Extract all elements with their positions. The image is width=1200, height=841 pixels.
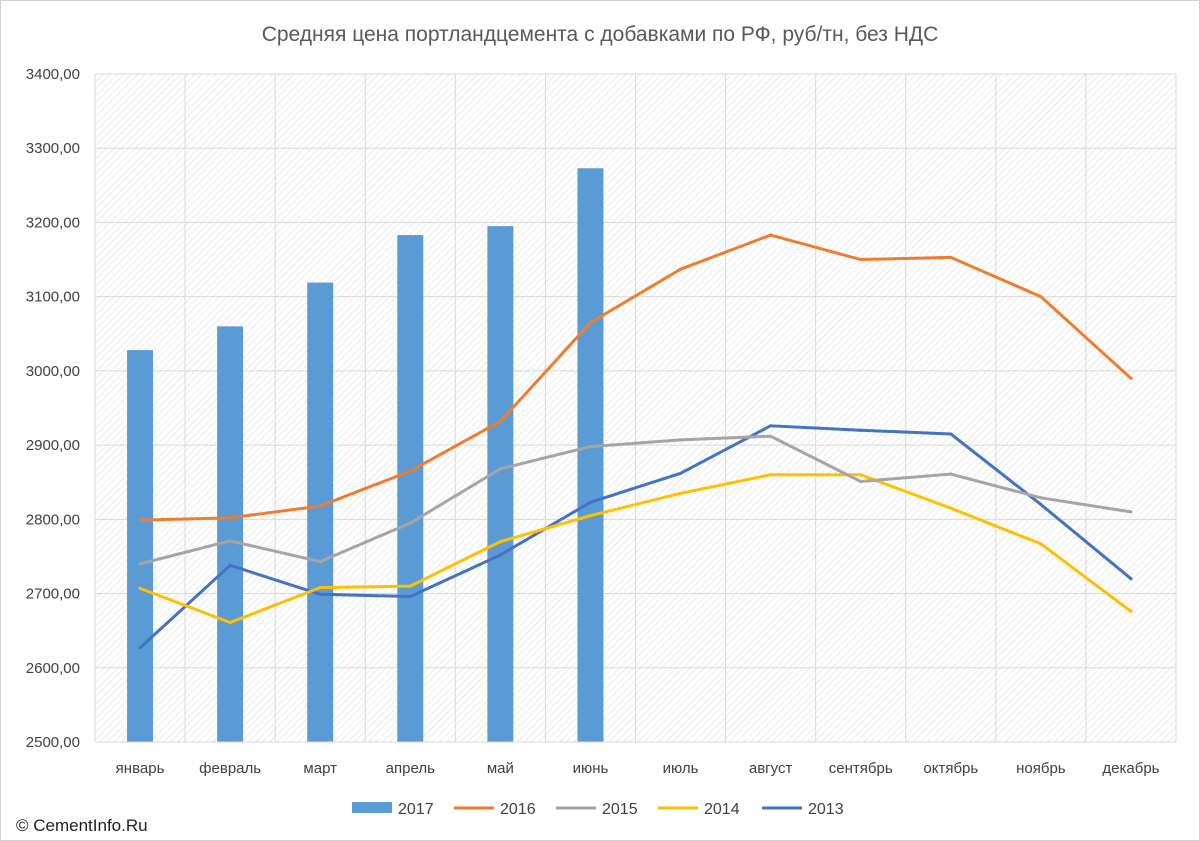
line-segment-2015-июль <box>588 438 683 449</box>
bar-series-layer <box>127 168 604 743</box>
line-segment-2016-август <box>679 233 773 271</box>
line-segment-2014-декабрь <box>1039 542 1133 613</box>
x-tick-label: январь <box>116 760 165 777</box>
line-segment-2013-сентябрь <box>769 424 863 432</box>
y-tick-label: 3300,00 <box>26 140 80 157</box>
bar-2017-май <box>487 226 514 743</box>
y-tick-label: 2700,00 <box>26 586 80 603</box>
line-segment-2014-июль <box>588 491 683 518</box>
line-segment-2013-декабрь <box>1039 502 1133 581</box>
legend-swatch <box>352 802 392 813</box>
line-segment-2015-ноябрь <box>949 472 1043 500</box>
x-tick-label: июнь <box>573 760 609 777</box>
line-point-2016-декабрь <box>1129 376 1133 380</box>
x-tick-label: ноябрь <box>1016 760 1066 777</box>
line-segment-2013-июль <box>588 471 683 504</box>
line-segment-2013-октябрь <box>859 428 953 436</box>
x-tick-label: апрель <box>386 760 435 777</box>
line-point-2014-декабрь <box>1129 609 1133 613</box>
y-tick-label: 3200,00 <box>26 214 80 231</box>
line-segment-2015-июнь <box>498 445 592 471</box>
line-segment-2014-апрель <box>318 584 412 590</box>
line-segment-2016-май <box>408 419 502 473</box>
chart-title: Средняя цена портландцемента с добавками… <box>262 23 939 46</box>
line-segment-2013-март <box>228 563 322 596</box>
legend-item-2015: 2015 <box>556 801 638 818</box>
x-tick-label: август <box>749 760 793 777</box>
line-segment-2016-сентябрь <box>769 233 863 262</box>
line-series-2015 <box>138 434 1133 566</box>
bar-2017-июнь <box>577 168 604 743</box>
line-segment-2015-март <box>228 539 322 564</box>
y-tick-label: 2600,00 <box>26 660 80 677</box>
line-segment-2015-февраль <box>138 539 232 566</box>
line-segment-2014-март <box>228 586 322 625</box>
x-tick-label: сентябрь <box>829 760 893 777</box>
bar-2017-январь <box>127 350 154 742</box>
line-segment-2016-февраль <box>138 516 232 522</box>
y-tick-label: 2900,00 <box>26 437 80 454</box>
x-tick-label: февраль <box>199 760 261 777</box>
line-series-layer <box>138 233 1133 650</box>
legend-label: 2013 <box>808 801 844 818</box>
line-segment-2014-ноябрь <box>949 506 1043 546</box>
line-segment-2016-июль <box>588 267 683 325</box>
line-segment-2015-апрель <box>318 521 412 564</box>
line-segment-2016-март <box>228 504 322 520</box>
x-tick-label: март <box>303 760 337 777</box>
legend-item-2013: 2013 <box>762 801 844 818</box>
copyright-text: © CementInfo.Ru <box>16 816 148 835</box>
line-segment-2013-май <box>408 553 502 599</box>
x-tick-label: октябрь <box>923 760 978 777</box>
line-segment-2015-сентябрь <box>769 434 863 483</box>
line-segment-2016-октябрь <box>859 255 953 262</box>
legend-label: 2016 <box>500 801 536 818</box>
x-tick-label: июль <box>663 760 699 777</box>
line-segment-2016-декабрь <box>1039 295 1133 380</box>
y-tick-label: 2800,00 <box>26 511 80 528</box>
legend: 2017 2016 2015 2014 2013 <box>352 801 844 818</box>
grid-layer <box>94 73 1177 742</box>
legend-item-2014: 2014 <box>658 801 740 818</box>
line-segment-2014-февраль <box>138 586 232 625</box>
line-segment-2016-апрель <box>318 469 412 508</box>
line-series-2014 <box>138 473 1133 625</box>
legend-label: 2015 <box>602 801 638 818</box>
y-tick-label: 3000,00 <box>26 363 80 380</box>
line-segment-2014-май <box>408 540 502 588</box>
y-tick-label: 3100,00 <box>26 289 80 306</box>
line-point-2013-декабрь <box>1129 577 1133 581</box>
legend-label: 2017 <box>398 801 434 818</box>
y-tick-label: 3400,00 <box>26 66 80 83</box>
line-segment-2015-август <box>679 434 773 442</box>
bar-2017-апрель <box>397 235 424 742</box>
x-tick-label: май <box>487 760 514 777</box>
line-segment-2014-июнь <box>498 514 592 544</box>
line-segment-2015-май <box>408 467 502 525</box>
line-segment-2016-ноябрь <box>949 255 1043 299</box>
line-segment-2015-октябрь <box>859 472 953 483</box>
legend-item-2016: 2016 <box>454 801 536 818</box>
x-tick-label: декабрь <box>1102 760 1159 777</box>
legend-label: 2014 <box>704 801 740 818</box>
line-series-2016 <box>138 233 1133 522</box>
line-segment-2014-август <box>679 473 773 495</box>
line-segment-2015-декабрь <box>1039 496 1133 514</box>
line-segment-2013-апрель <box>318 592 412 599</box>
line-point-2015-декабрь <box>1129 510 1133 514</box>
y-axis: 2500,00 2600,00 2700,00 2800,00 2900,00 3000,… <box>26 66 80 751</box>
line-segment-2016-июнь <box>498 321 592 423</box>
y-tick-label: 2500,00 <box>26 734 80 751</box>
x-axis: январь февраль март апрель май июнь июль август… <box>116 760 1160 777</box>
line-segment-2013-август <box>679 424 773 475</box>
bar-2017-февраль <box>217 326 244 742</box>
legend-item-2017: 2017 <box>352 801 434 818</box>
bar-2017-март <box>307 282 334 742</box>
